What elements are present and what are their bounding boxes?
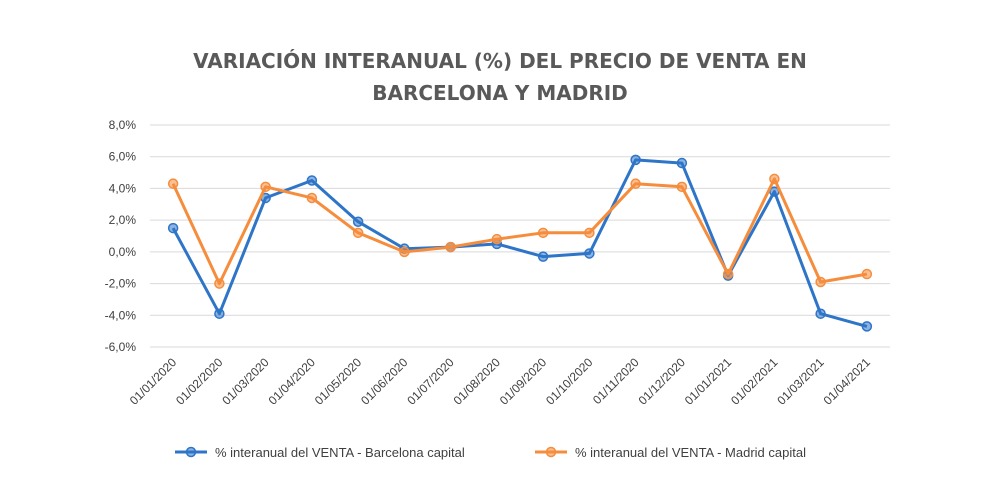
x-tick-label: 01/03/2021 [774,355,827,408]
y-tick-label: -4,0% [105,308,137,322]
x-tick-label: 01/07/2020 [404,355,457,408]
data-point [769,173,780,185]
data-point [630,154,641,166]
y-tick-label: 2,0% [109,213,137,227]
y-tick-label: 8,0% [109,118,137,132]
data-point [214,278,225,289]
y-tick-label: -6,0% [105,340,137,354]
data-point [584,227,595,239]
legend-entry-1: % interanual del VENTA - Barcelona capit… [175,445,465,460]
data-point [676,181,688,193]
x-tick-label: 01/11/2020 [590,355,642,407]
x-tick-label: 01/01/2021 [682,355,735,408]
x-tick-label: 01/03/2020 [219,355,272,408]
legend-swatch-marker [185,446,197,458]
x-tick-label: 01/09/2020 [497,355,550,408]
data-point [815,276,826,288]
data-point [861,268,873,280]
data-point [491,233,503,245]
data-point [399,246,410,258]
data-point [676,157,688,169]
data-point [722,268,734,280]
series-line [171,177,868,286]
data-point [167,222,179,234]
x-tick-label: 01/06/2020 [358,355,411,408]
y-tick-label: -2,0% [105,277,137,291]
x-tick-label: 01/02/2020 [173,355,226,408]
legend-label: % interanual del VENTA - Barcelona capit… [215,445,465,460]
data-point [537,227,549,239]
data-point [306,192,318,204]
y-tick-label: 0,0% [109,245,137,259]
x-tick-label: 01/02/2021 [728,355,781,408]
data-point [445,241,456,253]
y-axis-ticks: -6,0% -4,0% -2,0% 0,0% 2,0% 4,0% 6,0% 8,0% [105,118,137,354]
data-point [306,175,318,186]
y-tick-label: 4,0% [109,181,137,195]
legend-entry-2: % interanual del VENTA - Madrid capital [535,445,806,460]
chart-title-line-1: VARIACIÓN INTERANUAL (%) DEL PRECIO DE V… [193,49,807,73]
series-lines [167,154,873,332]
data-point [537,251,549,262]
legend: % interanual del VENTA - Barcelona capit… [175,445,806,460]
x-tick-label: 01/08/2020 [451,355,504,408]
series-2 [167,173,873,289]
legend-label: % interanual del VENTA - Madrid capital [575,445,806,460]
legend-swatch-marker [545,446,557,458]
data-point [214,308,225,319]
x-tick-label: 01/10/2020 [543,355,596,408]
x-tick-label: 01/04/2020 [266,355,319,408]
data-point [352,227,364,239]
x-tick-label: 01/01/2020 [127,355,180,408]
data-point [861,321,873,332]
data-point [630,178,641,189]
series-line [171,158,868,328]
x-tick-label: 01/12/2020 [636,355,689,408]
data-point [584,248,595,259]
chart-title-line-2: BARCELONA Y MADRID [372,81,628,105]
data-point [167,178,179,189]
x-tick-label: 01/04/2021 [821,355,874,408]
series-1 [167,154,873,332]
x-axis-ticks: 01/01/202001/02/202001/03/202001/04/2020… [127,355,873,408]
data-point [352,216,364,227]
x-tick-label: 01/05/2020 [312,355,365,408]
data-point [815,308,826,319]
data-point [260,181,271,193]
y-tick-label: 6,0% [109,150,137,164]
